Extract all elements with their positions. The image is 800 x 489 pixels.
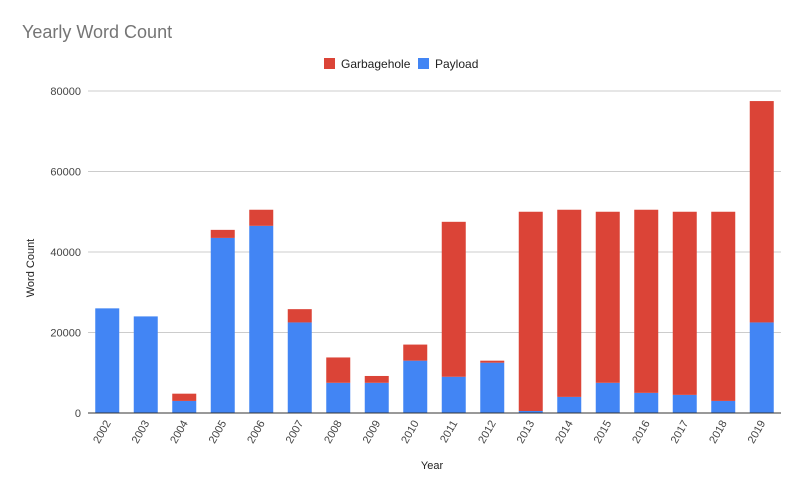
x-tick-label-2010: 2010 — [399, 419, 422, 446]
bar-payload-2019 — [749, 322, 774, 413]
x-tick-label-2004: 2004 — [168, 419, 191, 446]
y-tick-label: 40000 — [50, 247, 81, 259]
x-tick-label-2002: 2002 — [91, 419, 114, 446]
bar-payload-2004 — [172, 400, 197, 413]
bar-garbagehole-2011 — [441, 221, 466, 377]
x-tick-label-2013: 2013 — [515, 419, 538, 446]
bar-payload-2013 — [518, 410, 543, 413]
x-tick-label-2003: 2003 — [130, 419, 153, 446]
bar-garbagehole-2018 — [711, 211, 736, 401]
legend: Garbagehole Payload — [324, 57, 478, 71]
x-tick-label-2016: 2016 — [630, 419, 653, 446]
bar-payload-2018 — [711, 400, 736, 413]
x-tick-label-2009: 2009 — [361, 419, 384, 446]
bar-payload-2015 — [595, 382, 620, 413]
bar-garbagehole-2013 — [518, 211, 543, 411]
y-axis-tick-labels: 0 20000 40000 60000 80000 — [50, 86, 81, 420]
bar-payload-2008 — [326, 382, 351, 413]
legend-swatch-payload — [418, 58, 429, 69]
bar-payload-2005 — [210, 237, 235, 413]
bar-payload-2017 — [672, 394, 697, 413]
bar-garbagehole-2006 — [249, 209, 274, 226]
bars — [95, 101, 774, 413]
x-tick-label-2011: 2011 — [438, 419, 460, 445]
bar-garbagehole-2005 — [210, 229, 235, 238]
bar-payload-2012 — [480, 362, 505, 413]
y-tick-label: 0 — [75, 408, 81, 420]
x-tick-label-2006: 2006 — [245, 419, 268, 446]
x-axis-title: Year — [421, 460, 444, 472]
x-tick-label-2008: 2008 — [322, 419, 345, 446]
legend-label-garbagehole: Garbagehole — [341, 57, 411, 71]
x-tick-label-2012: 2012 — [476, 419, 499, 446]
bar-garbagehole-2012 — [480, 360, 505, 363]
x-tick-label-2014: 2014 — [553, 419, 576, 446]
chart-title: Yearly Word Count — [22, 22, 172, 42]
bar-payload-2014 — [557, 396, 582, 413]
bar-payload-2011 — [441, 376, 466, 413]
x-tick-label-2019: 2019 — [746, 419, 769, 446]
x-tick-label-2017: 2017 — [669, 419, 692, 446]
bar-garbagehole-2010 — [403, 344, 428, 361]
bar-garbagehole-2008 — [326, 357, 351, 383]
y-tick-label: 60000 — [50, 167, 81, 179]
bar-garbagehole-2017 — [672, 211, 697, 395]
y-tick-label: 80000 — [50, 86, 81, 98]
bar-garbagehole-2015 — [595, 211, 620, 383]
bar-payload-2009 — [364, 382, 389, 413]
bar-payload-2002 — [95, 308, 120, 413]
x-tick-label-2015: 2015 — [592, 419, 615, 446]
bar-payload-2016 — [634, 392, 659, 413]
gridlines — [88, 90, 781, 333]
legend-swatch-garbagehole — [324, 58, 335, 69]
x-tick-label-2018: 2018 — [707, 419, 730, 446]
bar-garbagehole-2009 — [364, 375, 389, 383]
x-tick-label-2005: 2005 — [207, 419, 230, 446]
bar-garbagehole-2014 — [557, 209, 582, 397]
y-tick-label: 20000 — [50, 328, 81, 340]
bar-payload-2006 — [249, 225, 274, 413]
bar-payload-2007 — [287, 322, 312, 413]
legend-label-payload: Payload — [435, 57, 478, 71]
bar-garbagehole-2016 — [634, 209, 659, 393]
bar-garbagehole-2007 — [287, 309, 312, 323]
bar-payload-2010 — [403, 360, 428, 413]
y-axis-title: Word Count — [25, 239, 37, 298]
x-axis-tick-labels: 2002 2003 2004 2005 2006 2007 2008 2009 2010 2011… — [91, 419, 768, 446]
bar-garbagehole-2019 — [749, 101, 774, 323]
bar-payload-2003 — [133, 316, 158, 413]
x-tick-label-2007: 2007 — [284, 419, 307, 446]
bar-garbagehole-2004 — [172, 393, 197, 401]
